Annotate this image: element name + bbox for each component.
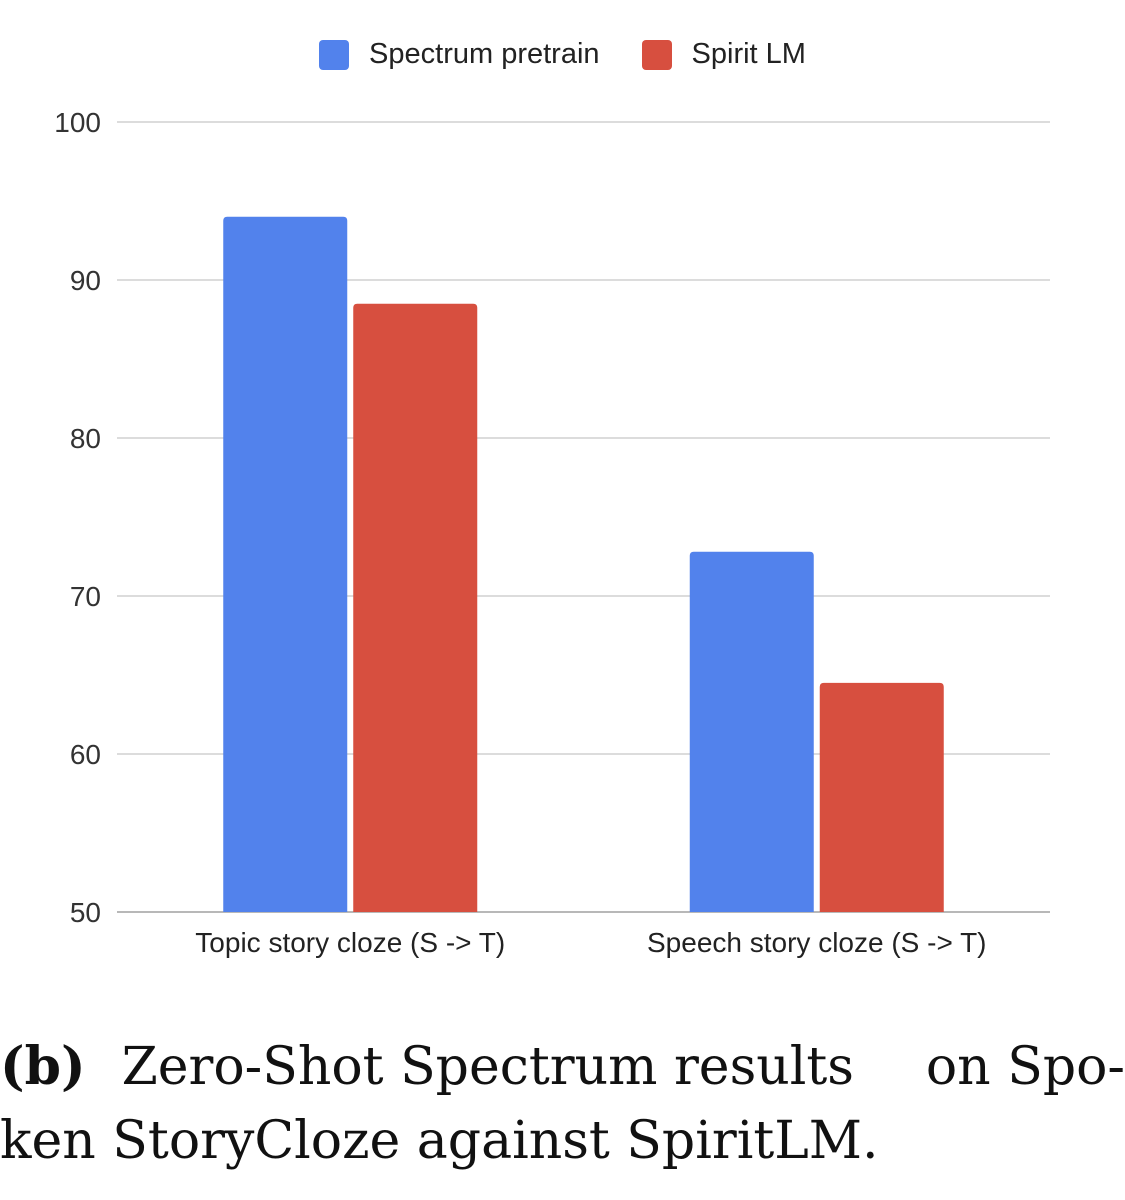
bar xyxy=(689,551,814,912)
legend-swatch-spirit-lm xyxy=(641,39,672,70)
legend-item-spirit-lm: Spirit LM xyxy=(641,38,806,71)
figure-caption: (b) Zero-Shot Spectrum results on Spo- ke… xyxy=(0,1030,1125,1178)
legend-label-spectrum-pretrain: Spectrum pretrain xyxy=(369,38,600,70)
y-tick-label: 60 xyxy=(70,739,101,770)
caption-line-2: ken StoryCloze against SpiritLM. xyxy=(0,1111,879,1171)
legend-label-spirit-lm: Spirit LM xyxy=(691,38,806,70)
bar xyxy=(353,303,478,912)
x-tick-label: Topic story cloze (S -> T) xyxy=(195,927,505,958)
bar xyxy=(819,682,944,912)
caption-text-start: Zero-Shot Spectrum results xyxy=(121,1037,854,1097)
caption-text-end: on Spo- xyxy=(925,1037,1125,1097)
y-tick-label: 80 xyxy=(70,423,101,454)
bar-chart: 100 90 80 70 60 50 Topic story cloze (S -> T) S… xyxy=(54,107,1050,958)
y-tick-label: 90 xyxy=(70,265,101,296)
y-tick-label: 100 xyxy=(54,107,101,138)
caption-head: (b) Zero-Shot Spectrum results xyxy=(0,1030,854,1104)
y-tick-label: 50 xyxy=(70,897,101,928)
x-tick-label: Speech story cloze (S -> T) xyxy=(647,927,987,958)
legend-item-spectrum-pretrain: Spectrum pretrain xyxy=(319,38,600,71)
legend-swatch-spectrum-pretrain xyxy=(319,39,350,70)
y-tick-label: 70 xyxy=(70,581,101,612)
bar xyxy=(223,216,348,913)
chart-legend: Spectrum pretrain Spirit LM xyxy=(0,38,1125,71)
caption-line-1: (b) Zero-Shot Spectrum results on Spo- xyxy=(0,1030,1125,1104)
caption-label: (b) xyxy=(0,1036,86,1097)
